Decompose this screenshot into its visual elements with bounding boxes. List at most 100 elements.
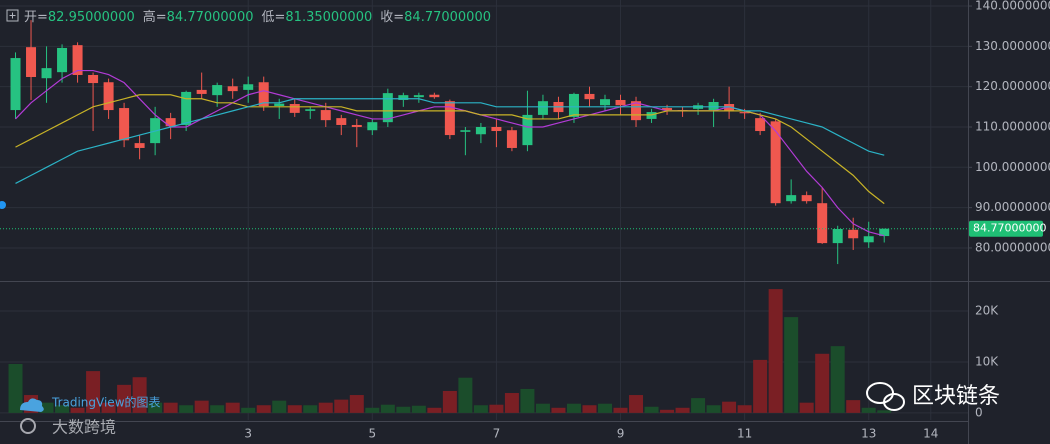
volume-bar xyxy=(163,402,178,413)
candle-body xyxy=(786,195,797,202)
channel-watermark: 区块链条 xyxy=(912,384,1000,409)
candle-body xyxy=(134,143,145,148)
volume-bar xyxy=(287,405,302,413)
wechat-icon xyxy=(883,393,905,411)
legend-value: 84.77000000 xyxy=(167,10,254,25)
volume-bar xyxy=(598,403,612,413)
candle-body xyxy=(584,93,595,100)
candle-body xyxy=(212,85,223,96)
candle-body xyxy=(26,47,37,78)
volume-bar xyxy=(225,402,240,413)
grid xyxy=(0,0,968,420)
volume-bar xyxy=(8,363,23,413)
candle-body xyxy=(243,84,254,90)
candle-body xyxy=(181,91,192,125)
y-tick-label: 90.00000000 xyxy=(975,200,1050,214)
candle-body xyxy=(398,95,409,100)
volume-bar xyxy=(846,400,861,413)
candle-body xyxy=(382,93,393,123)
volume-bar xyxy=(660,409,675,413)
volume-bar xyxy=(768,289,783,413)
volume-bar xyxy=(706,405,721,413)
x-tick-label: 7 xyxy=(493,427,501,441)
volume-bar xyxy=(737,405,752,413)
tradingview-watermark: TradingView的图表 大数跨境 xyxy=(20,395,161,437)
volume-bar xyxy=(132,377,147,413)
candle-body xyxy=(119,108,130,141)
candle-body xyxy=(72,45,83,75)
volume-bar xyxy=(303,405,318,413)
candle-body xyxy=(336,118,347,125)
candle-body xyxy=(258,82,269,107)
candle-body xyxy=(568,93,579,117)
wechat-watermark: 区块链条 xyxy=(866,382,1000,411)
volume-bar xyxy=(458,377,473,413)
y-tick-label: 140.0000000 xyxy=(975,0,1050,13)
volume-bar xyxy=(256,405,271,413)
x-tick-label: 9 xyxy=(617,427,625,441)
x-tick-label: 11 xyxy=(737,427,752,441)
candle-body xyxy=(88,74,99,84)
volume-bar xyxy=(365,407,380,413)
candle-body xyxy=(41,68,52,79)
volume-bar xyxy=(55,405,70,413)
candle-body xyxy=(367,122,378,131)
candle-body xyxy=(537,101,548,115)
labels: 3 5 7 9 11 13 14 140.0000000 130.0000000 120.0000… xyxy=(244,0,1050,441)
candle-body xyxy=(444,101,455,136)
site-watermark: 大数跨境 xyxy=(52,418,116,437)
candle-body xyxy=(631,101,642,121)
volume-bar xyxy=(644,406,659,413)
candle-body xyxy=(739,112,750,114)
candle-body xyxy=(755,118,766,132)
volume-bar xyxy=(442,390,457,413)
volume-bar xyxy=(396,406,411,413)
candle-body xyxy=(57,47,68,73)
volume-bar xyxy=(489,404,504,413)
volume-bar xyxy=(535,403,550,413)
moving-average xyxy=(15,98,885,184)
volume-bar xyxy=(318,402,333,413)
y-tick-label: 0 xyxy=(975,405,983,419)
scroll-marker xyxy=(0,201,6,209)
volume-bar xyxy=(722,401,737,413)
volume-bar xyxy=(815,353,830,413)
volume-bar xyxy=(349,395,364,413)
volume-bar xyxy=(427,407,442,413)
candle-body xyxy=(770,121,781,204)
candle-body xyxy=(429,94,440,98)
legend-value: 82.95000000 xyxy=(48,10,135,25)
volume-bar xyxy=(334,399,349,413)
candle-body xyxy=(506,130,517,148)
brand-watermark: TradingView的图表 xyxy=(51,395,161,410)
candle-body xyxy=(662,108,673,111)
collapse-icon[interactable] xyxy=(6,9,19,22)
moving-average xyxy=(15,94,885,205)
volume-bar xyxy=(148,402,163,413)
candle-body xyxy=(863,236,874,243)
legend-label: 低= xyxy=(262,10,286,25)
volume-bar xyxy=(101,402,116,413)
volume-bar xyxy=(86,371,101,413)
wechat-icon xyxy=(866,382,894,404)
volume-bar xyxy=(210,405,225,413)
volume-bar xyxy=(117,384,132,413)
volume-bar xyxy=(830,346,845,413)
volume-bar xyxy=(799,402,814,413)
x-tick-label: 14 xyxy=(923,427,938,441)
volume-bar xyxy=(675,407,690,413)
volume-bar xyxy=(70,407,85,413)
candle-body xyxy=(817,203,828,244)
volume-bar xyxy=(784,317,799,413)
candle-body xyxy=(351,124,362,127)
volume-bar xyxy=(194,400,209,413)
volume-bar xyxy=(877,410,892,413)
candle-body xyxy=(615,99,626,106)
legend-value: 84.77000000 xyxy=(404,10,491,25)
marks xyxy=(0,20,968,413)
volume-bar xyxy=(691,398,706,413)
candle-body xyxy=(103,82,114,111)
candle-body xyxy=(646,112,657,119)
